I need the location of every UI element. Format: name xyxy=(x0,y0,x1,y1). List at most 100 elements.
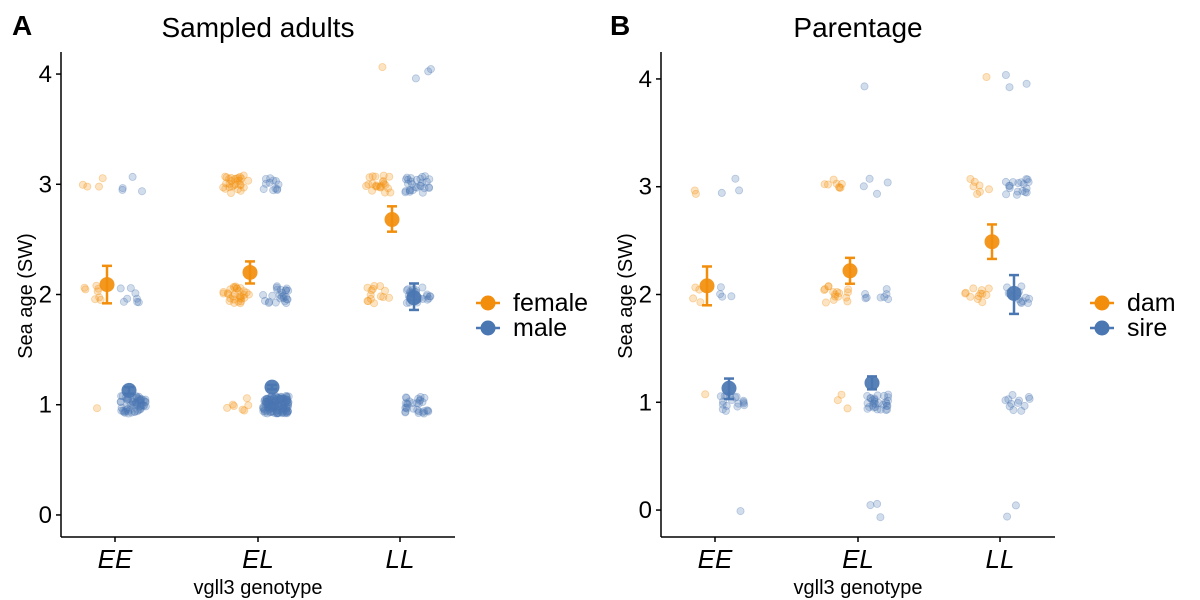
raw-point-male xyxy=(261,398,270,407)
raw-point-male xyxy=(271,298,280,307)
raw-point-male xyxy=(119,406,128,415)
raw-point-sire xyxy=(716,283,725,292)
raw-point-male xyxy=(136,395,145,404)
y-ticks: 0 1 2 3 4 xyxy=(639,66,661,524)
raw-point-female xyxy=(222,179,231,188)
panel-label: B xyxy=(610,10,630,41)
raw-point-sire xyxy=(1024,298,1033,307)
mean-marker-male xyxy=(406,282,422,312)
raw-point-male xyxy=(416,181,425,190)
y-tick-label: 1 xyxy=(39,392,52,419)
raw-point-dam xyxy=(836,183,845,192)
raw-point-sire xyxy=(1018,297,1027,306)
raw-point-male xyxy=(262,394,271,403)
raw-point-sire xyxy=(882,285,891,294)
raw-point-male xyxy=(267,407,276,416)
raw-point-dam xyxy=(977,286,986,295)
raw-point-male xyxy=(402,404,411,413)
raw-point-male xyxy=(270,401,279,410)
raw-point-male xyxy=(264,395,273,404)
raw-point-female xyxy=(379,176,388,185)
raw-point-female xyxy=(228,400,237,409)
raw-point-female xyxy=(232,284,241,293)
raw-point-male xyxy=(266,398,275,407)
raw-point-female xyxy=(375,182,384,191)
raw-point-male xyxy=(263,409,272,418)
raw-point-male xyxy=(406,177,415,186)
raw-point-sire xyxy=(870,394,879,403)
raw-point-female xyxy=(386,188,395,197)
raw-point-male xyxy=(139,401,148,410)
raw-point-male xyxy=(131,399,140,408)
raw-point-male xyxy=(279,403,288,412)
raw-point-dam xyxy=(985,185,994,194)
raw-point-male xyxy=(124,407,133,416)
raw-point-male xyxy=(272,392,281,401)
raw-point-sire xyxy=(1024,392,1033,401)
raw-point-male xyxy=(266,399,275,408)
plot-area xyxy=(689,71,1034,522)
mean-point xyxy=(242,264,258,280)
raw-point-female xyxy=(236,284,245,293)
raw-point-male xyxy=(414,394,423,403)
raw-point-male xyxy=(283,402,292,411)
raw-point-female xyxy=(371,182,380,191)
raw-point-sire xyxy=(1019,180,1028,189)
raw-point-female xyxy=(96,295,105,304)
raw-point-sire xyxy=(1014,179,1023,188)
raw-point-dam xyxy=(978,298,987,307)
raw-point-male xyxy=(260,408,269,417)
raw-point-male xyxy=(133,400,142,409)
raw-point-male xyxy=(275,290,284,299)
raw-point-female xyxy=(376,183,385,192)
raw-point-female xyxy=(98,174,107,183)
raw-point-dam xyxy=(691,283,700,292)
raw-point-male xyxy=(273,285,282,294)
legend-key-point xyxy=(1094,295,1110,311)
raw-point-sire xyxy=(1016,297,1025,306)
x-axis-label: vgll3 genotype xyxy=(194,577,323,599)
raw-point-female xyxy=(236,186,245,195)
raw-point-dam xyxy=(973,294,982,303)
raw-point-sire xyxy=(732,392,741,401)
y-tick-label: 0 xyxy=(39,502,52,529)
y-tick-label: 4 xyxy=(639,66,652,93)
raw-point-male xyxy=(141,395,150,404)
raw-point-sire xyxy=(1022,175,1031,184)
raw-point-male xyxy=(416,181,425,190)
x-tick-label: EE xyxy=(698,544,733,574)
raw-point-male xyxy=(274,402,283,411)
x-tick-label: EL xyxy=(242,544,274,574)
raw-point-male xyxy=(125,405,134,414)
raw-point-sire xyxy=(876,513,885,522)
raw-point-male xyxy=(402,286,411,295)
raw-point-sire xyxy=(873,189,882,198)
raw-point-male xyxy=(283,396,292,405)
raw-point-sire xyxy=(879,400,888,409)
mean-point xyxy=(984,234,1000,250)
raw-point-female xyxy=(227,176,236,185)
raw-point-female xyxy=(227,173,236,182)
raw-point-male xyxy=(415,396,424,405)
raw-point-male xyxy=(134,396,143,405)
raw-point-male xyxy=(282,395,291,404)
raw-point-male xyxy=(424,407,433,416)
raw-point-male xyxy=(425,183,434,192)
raw-point-male xyxy=(424,67,433,76)
raw-point-male xyxy=(403,400,412,409)
raw-point-sire xyxy=(866,394,875,403)
raw-point-sire xyxy=(870,395,879,404)
raw-point-female xyxy=(364,297,373,306)
legend-key-point xyxy=(1094,320,1110,336)
raw-point-dam xyxy=(835,183,844,192)
raw-point-male xyxy=(414,408,423,417)
raw-point-male xyxy=(276,395,285,404)
raw-point-female xyxy=(383,184,392,193)
raw-point-male xyxy=(279,291,288,300)
mean-point xyxy=(264,379,280,395)
raw-point-sire xyxy=(1011,501,1020,510)
raw-point-sire xyxy=(1021,293,1030,302)
raw-point-male xyxy=(141,397,150,406)
raw-point-dam xyxy=(820,285,829,294)
raw-point-female xyxy=(237,174,246,183)
